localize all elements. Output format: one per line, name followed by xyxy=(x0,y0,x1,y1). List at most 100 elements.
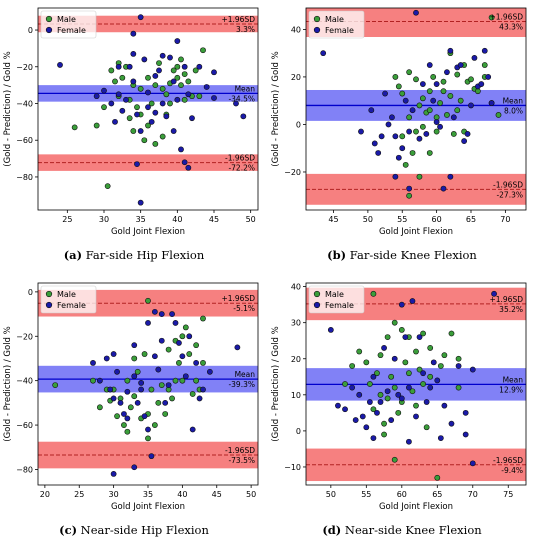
female-point xyxy=(137,14,144,21)
female-point xyxy=(148,453,155,460)
female-point xyxy=(481,47,488,54)
legend-label: Male xyxy=(325,15,344,24)
female-point xyxy=(115,91,122,98)
female-point xyxy=(185,164,192,171)
female-point xyxy=(103,355,110,362)
male-point xyxy=(200,315,206,322)
male-point xyxy=(426,88,433,95)
female-point xyxy=(179,353,186,360)
male-point xyxy=(193,377,200,384)
female-point xyxy=(381,345,387,351)
female-point xyxy=(174,96,181,103)
male-point xyxy=(434,474,441,481)
legend-label: Female xyxy=(325,301,354,310)
female-point xyxy=(427,384,434,391)
female-point xyxy=(392,133,399,140)
female-point xyxy=(409,298,416,304)
female-point xyxy=(406,438,412,445)
male-point xyxy=(426,150,433,156)
legend-marker xyxy=(313,15,321,23)
female-point xyxy=(145,104,151,111)
female-point xyxy=(130,78,137,85)
legend: Male Female xyxy=(308,10,365,39)
female-point xyxy=(163,113,170,120)
male-point xyxy=(416,366,423,373)
female-point xyxy=(447,47,454,54)
lower-limit-label: -1.96SD xyxy=(493,180,523,189)
male-point xyxy=(398,326,405,333)
legend-marker xyxy=(45,290,53,298)
panel-c: +1.96SD -5.1% Mean -39.3% -1.96SD -73.5% Male F… xyxy=(0,275,268,550)
y-tick-label: 0 xyxy=(296,120,301,129)
y-axis-label: (Gold - Prediction) / Gold % xyxy=(3,51,13,166)
male-point xyxy=(384,395,391,402)
male-point xyxy=(159,85,166,92)
male-point xyxy=(399,133,406,140)
x-tick-label: 35 xyxy=(143,490,153,499)
male-point xyxy=(370,406,377,413)
male-point xyxy=(124,377,131,384)
male-point xyxy=(448,330,455,337)
male-point xyxy=(454,71,461,78)
male-point xyxy=(131,355,138,362)
lower-limit-label: -1.96SD xyxy=(493,456,523,465)
male-point xyxy=(71,124,78,131)
male-point xyxy=(181,71,188,78)
y-axis-label: (Gold - Prediction) / Gold % xyxy=(271,51,281,166)
female-point xyxy=(148,118,155,125)
male-point xyxy=(433,128,440,135)
female-point xyxy=(478,81,485,87)
female-point xyxy=(196,63,203,70)
female-point xyxy=(145,320,151,326)
legend: Male Female xyxy=(308,285,365,314)
caption-letter: (a) xyxy=(63,248,83,262)
male-point xyxy=(440,78,447,85)
y-tick-label: −20 xyxy=(284,168,301,177)
female-point xyxy=(101,87,107,94)
female-point xyxy=(123,96,129,103)
male-point xyxy=(413,76,419,83)
female-point xyxy=(134,161,140,167)
legend-label: Female xyxy=(325,26,354,35)
male-point xyxy=(437,363,444,369)
female-point xyxy=(358,128,364,135)
female-point xyxy=(170,128,177,134)
female-point xyxy=(108,100,115,107)
female-point xyxy=(374,409,380,416)
female-point xyxy=(413,9,419,16)
female-point xyxy=(359,413,366,420)
female-point xyxy=(130,51,137,57)
female-point xyxy=(450,114,457,121)
male-point xyxy=(370,290,377,297)
female-point xyxy=(371,140,378,147)
female-point xyxy=(462,431,469,438)
male-point xyxy=(185,78,192,85)
upper-limit-label: +1.96SD xyxy=(489,13,523,22)
male-point xyxy=(427,345,434,351)
male-point xyxy=(145,435,151,442)
male-point xyxy=(127,404,134,411)
y-tick-label: −20 xyxy=(16,332,33,341)
legend-marker xyxy=(313,301,321,309)
female-point xyxy=(110,351,117,357)
x-tick-label: 40 xyxy=(177,490,187,499)
caption-letter: (d) xyxy=(322,523,342,537)
female-point xyxy=(384,388,391,395)
female-point xyxy=(399,145,406,152)
male-point xyxy=(440,88,447,95)
female-point xyxy=(167,54,173,61)
legend-label: Male xyxy=(325,290,344,299)
female-point xyxy=(158,337,165,344)
male-point xyxy=(455,355,462,362)
female-point xyxy=(137,199,144,206)
female-point xyxy=(366,399,373,405)
male-point xyxy=(126,115,133,122)
female-point xyxy=(176,340,182,346)
y-tick-label: 20 xyxy=(291,355,301,364)
male-point xyxy=(145,297,151,304)
female-point xyxy=(464,131,471,137)
female-point xyxy=(461,138,468,144)
mean-value: -34.5% xyxy=(228,94,255,103)
upper-limit-value: 43.3% xyxy=(499,23,523,32)
